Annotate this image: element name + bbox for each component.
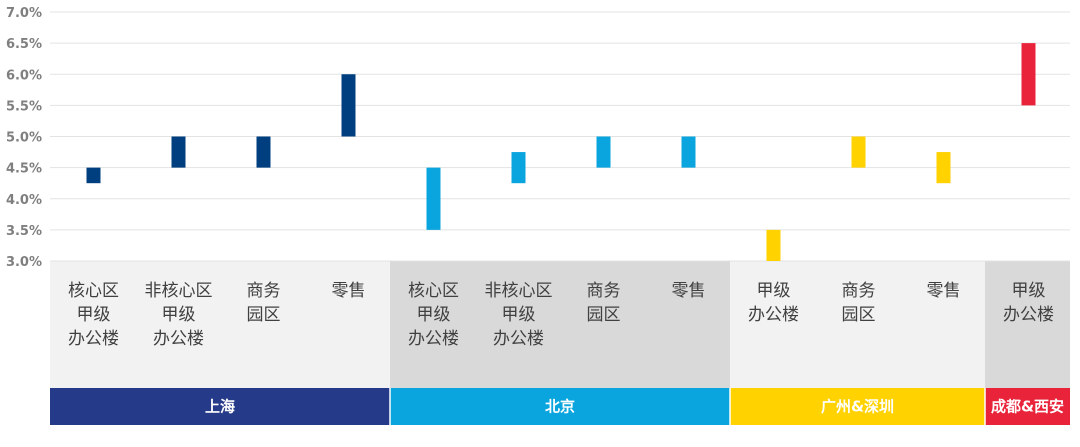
y-tick-label: 5.0% <box>6 131 42 146</box>
category-label: 核心区 <box>68 281 119 301</box>
y-tick-label: 6.5% <box>6 37 42 52</box>
range-bar <box>681 136 696 168</box>
y-tick-label: 3.0% <box>6 255 42 270</box>
range-bar <box>426 167 441 230</box>
category-panel <box>730 261 985 388</box>
range-bar <box>341 74 356 137</box>
category-label: 办公楼 <box>408 329 459 349</box>
range-bar <box>86 167 101 184</box>
city-label: 广州&深圳 <box>821 398 894 416</box>
y-tick-label: 5.5% <box>6 99 42 114</box>
category-label: 商务 <box>247 281 281 301</box>
range-bar <box>851 136 866 168</box>
category-label: 甲级 <box>757 281 791 301</box>
category-label: 零售 <box>332 281 366 301</box>
category-label: 非核心区 <box>485 281 553 301</box>
category-label: 零售 <box>927 281 961 301</box>
city-label: 上海 <box>205 398 235 416</box>
category-label: 甲级 <box>417 305 451 325</box>
category-label: 非核心区 <box>145 281 213 301</box>
category-label: 商务 <box>587 281 621 301</box>
range-bar <box>1021 43 1036 106</box>
category-label: 甲级 <box>77 305 111 325</box>
range-bar <box>596 136 611 168</box>
category-label: 零售 <box>672 281 706 301</box>
y-tick-label: 4.5% <box>6 162 42 177</box>
y-tick-label: 4.0% <box>6 193 42 208</box>
range-bar <box>256 136 271 168</box>
category-panel <box>50 261 390 388</box>
category-label: 办公楼 <box>68 329 119 349</box>
category-panel <box>985 261 1070 388</box>
y-tick-label: 3.5% <box>6 224 42 239</box>
city-header-bar <box>50 388 390 425</box>
category-label: 办公楼 <box>153 329 204 349</box>
category-label: 核心区 <box>408 281 459 301</box>
category-label: 园区 <box>247 305 281 325</box>
category-label: 办公楼 <box>1003 305 1054 325</box>
y-tick-label: 6.0% <box>6 68 42 83</box>
category-panel <box>390 261 730 388</box>
city-header-bar <box>985 388 1070 425</box>
range-bar <box>511 152 526 184</box>
y-tick-label: 7.0% <box>6 6 42 21</box>
range-bar <box>171 136 186 168</box>
city-header-bar <box>390 388 730 425</box>
city-header-bar <box>730 388 985 425</box>
category-label: 园区 <box>587 305 621 325</box>
range-bar <box>766 229 781 261</box>
category-label: 办公楼 <box>493 329 544 349</box>
category-label: 甲级 <box>502 305 536 325</box>
category-label: 办公楼 <box>748 305 799 325</box>
category-label: 甲级 <box>162 305 196 325</box>
category-label: 园区 <box>842 305 876 325</box>
city-label: 成都&西安 <box>991 398 1064 416</box>
category-label: 甲级 <box>1012 281 1046 301</box>
category-label: 商务 <box>842 281 876 301</box>
city-label: 北京 <box>545 398 575 416</box>
range-bar <box>936 152 951 184</box>
